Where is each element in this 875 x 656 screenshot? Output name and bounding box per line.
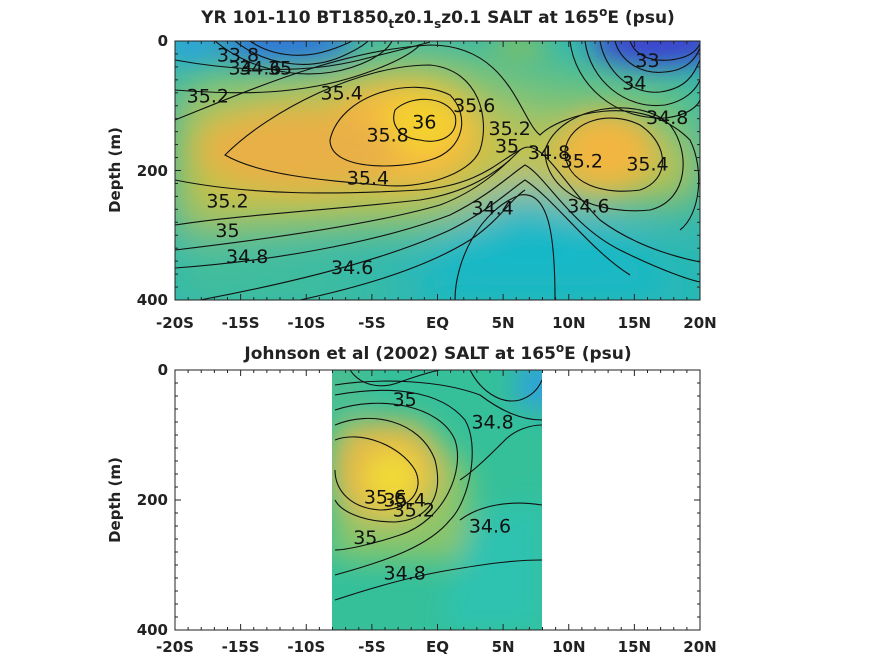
panel-1-ytick-200: 200 (137, 162, 168, 180)
contour-label: 35.2 (489, 118, 531, 140)
panel-1-contours (175, 41, 700, 300)
panel-1-xtick-m10: -10S (287, 314, 325, 332)
panel-2-contours (334, 370, 542, 601)
panel-2-xtick-m15: -15S (222, 638, 260, 656)
panel-1-xtick-5: 5N (492, 314, 515, 332)
contour-label: 33 (635, 50, 659, 72)
contour-label: 35.6 (364, 486, 406, 508)
contour-label: 34.8 (471, 412, 513, 434)
panel-2-ticks (174, 369, 701, 631)
contour-label: 35.4 (384, 490, 426, 512)
panel-1-xtick-0: EQ (426, 314, 449, 332)
panel-2-ytick-400: 400 (137, 621, 168, 639)
panel-1-xtick-15: 15N (618, 314, 651, 332)
panel-2-xtick-15: 15N (618, 638, 651, 656)
contour-label: 36 (412, 111, 436, 133)
panel-2: Johnson et al (2002) SALT at 165oE (psu) (106, 341, 717, 656)
panel-1-xtick-m5: -5S (358, 314, 385, 332)
contour-label: 35.8 (366, 124, 408, 146)
panel-2-xtick-m20: -20S (156, 638, 194, 656)
panel-2-xtick-10: 10N (552, 638, 585, 656)
panel-1-ylabel: Depth (m) (106, 127, 124, 213)
panel-2-ytick-0: 0 (158, 361, 168, 379)
panel-2-xtick-0: EQ (426, 638, 449, 656)
contour-label: 33.8 (217, 45, 259, 67)
panel-2-ylabel: Depth (m) (106, 457, 124, 543)
contour-label: 34.8 (226, 246, 268, 268)
contour-label: 35 (215, 220, 239, 242)
contour-label: 34.8 (646, 107, 688, 129)
panel-1-xtick-10: 10N (552, 314, 585, 332)
panel-1-colorfield (175, 41, 700, 300)
panel-1-ticks (174, 40, 701, 301)
contour-label: 35.4 (321, 82, 363, 104)
contour-label: 34.6 (239, 58, 281, 80)
panel-1: YR 101-110 BT1850tz0.1sz0.1 SALT at 165o… (106, 5, 717, 332)
panel-1-ytick-400: 400 (137, 291, 168, 309)
panel-2-colorfield (332, 370, 542, 630)
contour-label: 35.2 (561, 150, 603, 172)
contour-label: 35.6 (453, 95, 495, 117)
contour-label: 34 (229, 58, 253, 80)
contour-label: 34 (622, 73, 646, 95)
contour-label: 35.4 (626, 154, 668, 176)
panel-1-xtick-m20: -20S (156, 314, 194, 332)
panel-1-xtick-20: 20N (683, 314, 716, 332)
contour-label: 35.2 (393, 499, 435, 521)
contour-label: 34.6 (567, 196, 609, 218)
contour-label: 34.6 (331, 257, 373, 279)
contour-label: 35 (353, 527, 377, 549)
panel-2-xtick-m10: -10S (287, 638, 325, 656)
contour-label: 35 (393, 389, 417, 411)
panel-2-xtick-20: 20N (683, 638, 716, 656)
contour-label: 34.6 (469, 516, 511, 538)
panel-2-xtick-m5: -5S (358, 638, 385, 656)
contour-label: 35.2 (206, 190, 248, 212)
panel-1-xtick-m15: -15S (222, 314, 260, 332)
panel-2-xtick-5: 5N (492, 638, 515, 656)
contour-label: 34.8 (528, 142, 570, 164)
panel-2-ytick-200: 200 (137, 491, 168, 509)
contour-label: 34.8 (384, 562, 426, 584)
panel-2-contour-labels: 35 34.8 35.635.435.2 35 34.6 34.8 (353, 389, 514, 585)
panel-1-ytick-0: 0 (158, 32, 168, 50)
panel-1-title: YR 101-110 BT1850tz0.1sz0.1 SALT at 165o… (200, 5, 675, 31)
panel-2-title: Johnson et al (2002) SALT at 165oE (psu) (243, 341, 631, 364)
contour-label: 35.4 (347, 168, 389, 190)
contour-label: 35.2 (187, 86, 229, 108)
contour-label: 35 (268, 58, 292, 80)
contour-label: 35 (495, 135, 519, 157)
contour-label: 34.4 (471, 198, 513, 220)
